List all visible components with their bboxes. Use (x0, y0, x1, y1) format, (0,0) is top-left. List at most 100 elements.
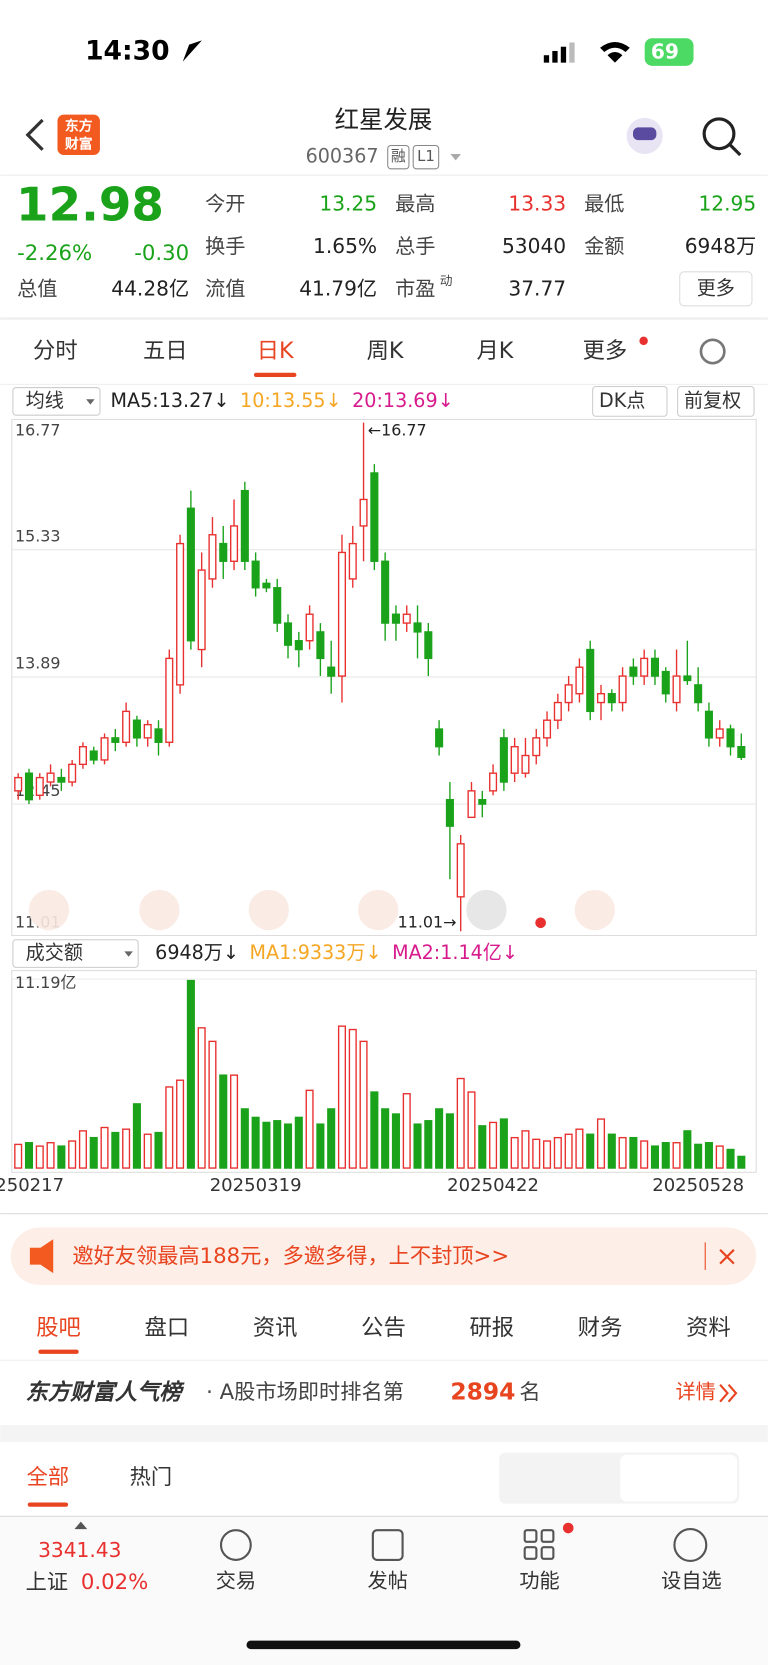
field-value: 6948万 (685, 234, 756, 258)
volume-bar (283, 1123, 293, 1169)
candle-body (704, 710, 713, 739)
close-button[interactable] (719, 1249, 735, 1265)
volume-bar (586, 1133, 595, 1169)
indicator-name: 成交额 (26, 941, 83, 964)
volume-bar (704, 1142, 713, 1169)
field-value: 53040 (502, 234, 566, 258)
field-sup: 动 (440, 274, 453, 289)
tab-underline (38, 1349, 79, 1354)
volume-bar (176, 1079, 185, 1169)
section-tab[interactable]: 盘口 (145, 1315, 190, 1341)
volume-bar (132, 1103, 141, 1169)
period-tab[interactable]: 月K (477, 338, 515, 364)
chart-nav-button[interactable] (248, 889, 289, 931)
volume-bar (89, 1136, 98, 1169)
assistant-face (633, 127, 657, 141)
tag-box (412, 144, 440, 170)
section-tab[interactable]: 研报 (469, 1315, 514, 1341)
volume-bar (467, 1091, 476, 1169)
volume-bar (478, 1125, 487, 1169)
filter-underline (27, 1502, 69, 1507)
candle-body (629, 666, 638, 677)
chart-nav-button[interactable] (357, 889, 399, 931)
section-tab[interactable]: 股吧 (36, 1315, 81, 1341)
candle-body (327, 666, 336, 677)
candle-body (553, 701, 562, 721)
candle-body (478, 798, 487, 805)
candle-body (240, 489, 249, 562)
footer-item[interactable]: 功能 (519, 1569, 559, 1593)
y-tick-label: 13.89 (15, 654, 61, 673)
volume-bar (564, 1133, 573, 1169)
candle-body (672, 675, 681, 704)
volume-bar (273, 1120, 282, 1169)
candle-body (596, 693, 606, 704)
field-label: 市盈 (395, 276, 435, 300)
candle-body (132, 719, 141, 739)
banner[interactable] (10, 1227, 757, 1285)
section-tab[interactable]: 财务 (578, 1315, 623, 1341)
volume-bar (219, 1074, 228, 1169)
period-tab[interactable]: 日K (257, 338, 295, 364)
search-icon[interactable] (702, 117, 736, 151)
footer-item[interactable]: 交易 (216, 1569, 256, 1593)
volume-bar (456, 1077, 465, 1169)
section-tab[interactable]: 资讯 (253, 1315, 298, 1341)
volume-bar (68, 1140, 77, 1169)
indicator-select[interactable] (12, 939, 139, 968)
home-indicator (246, 1640, 521, 1650)
chart-nav-button[interactable] (28, 889, 70, 931)
candle-body (575, 666, 584, 695)
volume-bar (186, 979, 195, 1169)
trade-icon (219, 1529, 252, 1561)
footer-nav: 交易 发帖 功能 设自选 (216, 1569, 722, 1593)
volume-bar (391, 1113, 400, 1169)
section-tab[interactable]: 公告 (361, 1315, 406, 1341)
volume-bar (57, 1145, 66, 1169)
legend-item: 10:13.55↓ (240, 389, 341, 412)
dropdown-arrow[interactable] (450, 153, 461, 161)
footer-item[interactable]: 设自选 (661, 1569, 721, 1593)
filter-tab[interactable]: 热门 (130, 1465, 172, 1490)
chart-nav-button[interactable] (139, 889, 180, 931)
candle-body (521, 754, 530, 774)
candle-body (445, 798, 454, 827)
footer (0, 1516, 768, 1665)
chart-nav-button[interactable] (466, 889, 507, 931)
volume-bar (672, 1142, 681, 1169)
volume-bar (618, 1136, 627, 1169)
filter-tab[interactable]: 全部 (27, 1465, 69, 1490)
volume-bar (294, 1116, 303, 1169)
legend-item: 20:13.69↓ (352, 389, 453, 412)
volume-bar (143, 1133, 152, 1169)
volume-bar (251, 1116, 260, 1169)
period-tab[interactable]: 五日 (143, 338, 188, 364)
candle-body (370, 472, 379, 562)
period-tab[interactable]: 周K (367, 338, 405, 364)
chart-nav-button[interactable] (574, 889, 615, 931)
candle-body (359, 498, 368, 527)
candle-body (586, 648, 595, 713)
tag-box (387, 144, 410, 170)
candle-body (283, 622, 293, 646)
more-button[interactable] (679, 271, 753, 307)
period-tab[interactable]: 更多 (583, 338, 628, 364)
index-name: 上证 (26, 1570, 68, 1595)
settings-icon[interactable] (699, 338, 726, 365)
volume-bar (737, 1155, 746, 1169)
footer-item[interactable]: 发帖 (368, 1569, 408, 1593)
candle-body (435, 728, 444, 748)
chart-button[interactable] (592, 385, 668, 417)
chart-button[interactable] (677, 385, 755, 417)
back-button[interactable] (25, 118, 44, 151)
rank-number: 2894 (450, 1378, 515, 1406)
candle-body (230, 525, 239, 562)
chart-button-label: 前复权 (684, 389, 741, 412)
rank-link[interactable]: 详情 (675, 1380, 715, 1404)
period-tab[interactable]: 分时 (33, 338, 78, 364)
volume-bar (197, 1027, 206, 1169)
candle-body (294, 640, 303, 651)
indicator-select[interactable] (12, 387, 101, 416)
section-tab[interactable]: 资料 (686, 1315, 731, 1341)
spacer (0, 1425, 768, 1443)
